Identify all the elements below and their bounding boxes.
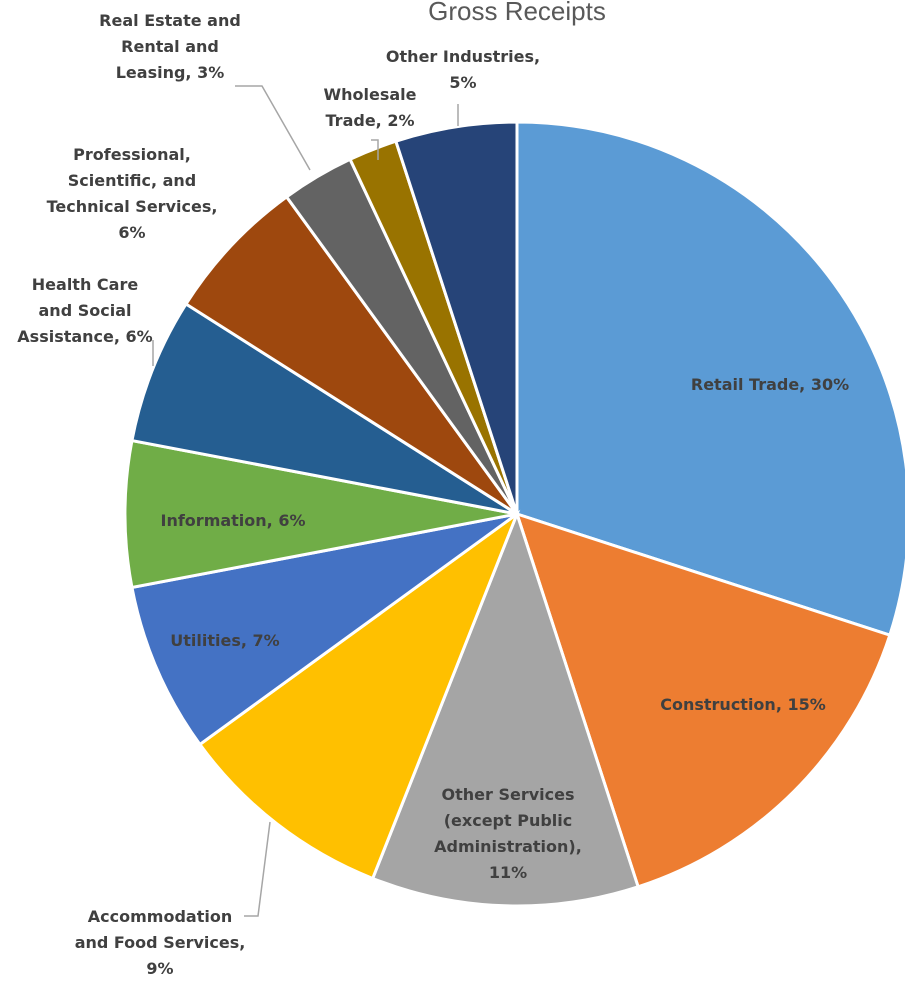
data-label: Retail Trade, 30% xyxy=(691,375,849,394)
data-label: Other Industries, 5% xyxy=(386,47,540,92)
data-label-line: Utilities, 7% xyxy=(170,631,279,650)
data-label: Other Services (except Public Administrati… xyxy=(434,785,582,882)
chart-title: Gross Receipts xyxy=(428,0,606,26)
pie-slice-other-services-except-public-administration xyxy=(370,509,641,908)
data-label: Construction, 15% xyxy=(660,695,826,714)
data-label: Information, 6% xyxy=(161,511,306,530)
data-label-line: Wholesale xyxy=(323,85,416,104)
data-label-line: Leasing, 3% xyxy=(116,63,225,82)
data-label-line: Scientific, and xyxy=(68,171,197,190)
data-labels: Retail Trade, 30% Construction, 15% Other … xyxy=(17,11,849,978)
data-label-line: Professional, xyxy=(73,145,191,164)
data-label-line: Rental and xyxy=(121,37,219,56)
data-label-line: Information, 6% xyxy=(161,511,306,530)
data-label-line: Other Services xyxy=(442,785,575,804)
data-label: Real Estate and Rental and Leasing, 3% xyxy=(99,11,241,82)
leader-line xyxy=(244,821,271,917)
pie-slice-accommodation-and-food-services xyxy=(197,509,521,881)
pie-slice-other-industries xyxy=(393,120,519,515)
data-label-line: Retail Trade, 30% xyxy=(691,375,849,394)
data-label-line: 5% xyxy=(449,73,476,92)
pie-slice-utilities xyxy=(130,512,518,747)
data-label-line: and Social xyxy=(39,301,132,320)
data-label-line: Assistance, 6% xyxy=(17,327,152,346)
leader-line xyxy=(371,139,379,160)
data-label-line: Health Care xyxy=(32,275,139,294)
pie-slice-professional-scientific-and-technical-services xyxy=(183,194,519,516)
data-label-line: Trade, 2% xyxy=(326,111,415,130)
data-label-line: Real Estate and xyxy=(99,11,241,30)
data-label-line: Accommodation xyxy=(88,907,232,926)
data-label-line: Construction, 15% xyxy=(660,695,826,714)
data-label-line: and Food Services, xyxy=(75,933,246,952)
data-label: Wholesale Trade, 2% xyxy=(323,85,416,130)
data-label-line: Other Industries, xyxy=(386,47,540,66)
pie-slices xyxy=(123,120,905,908)
pie-slice-information xyxy=(123,438,518,590)
data-label: Accommodation and Food Services, 9% xyxy=(75,907,246,978)
data-label-line: Technical Services, xyxy=(47,197,218,216)
data-label-line: 9% xyxy=(146,959,173,978)
pie-slice-health-care-and-social-assistance xyxy=(130,301,518,516)
pie-slice-construction xyxy=(514,511,892,889)
data-label-line: 11% xyxy=(489,863,527,882)
data-label-line: 6% xyxy=(118,223,145,242)
leader-lines xyxy=(152,85,459,917)
data-label: Health Care and Social Assistance, 6% xyxy=(17,275,152,346)
data-label: Professional, Scientific, and Technical Se… xyxy=(47,145,218,242)
pie-slice-retail-trade xyxy=(515,120,905,638)
data-label-line: (except Public xyxy=(444,811,573,830)
data-label-line: Administration), xyxy=(434,837,582,856)
data-label: Utilities, 7% xyxy=(170,631,279,650)
leader-line xyxy=(235,85,311,171)
